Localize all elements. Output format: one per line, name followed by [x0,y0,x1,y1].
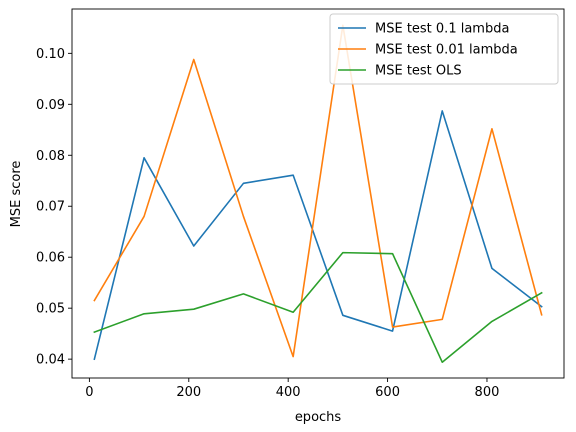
x-tick-label: 800 [475,385,500,400]
legend-label-2: MSE test 0.01 lambda [375,43,518,58]
x-axis-label: epochs [295,410,342,425]
legend-label-1: MSE test 0.1 lambda [375,22,509,37]
x-tick-label: 0 [85,385,93,400]
legend: MSE test 0.1 lambda MSE test 0.01 lambda M… [329,13,559,85]
y-tick-label: 0.08 [36,149,65,164]
y-tick-label: 0.10 [36,47,65,62]
x-tick-label: 600 [375,385,400,400]
y-tick-label: 0.09 [36,98,65,113]
series-line-3 [93,251,543,364]
series-line-1 [93,110,543,361]
x-tick-label: 200 [176,385,201,400]
legend-label-3: MSE test OLS [375,64,462,79]
x-tick-label: 400 [276,385,301,400]
axes-layer: 0 200 400 600 800 0.04 0.05 0.06 0.07 0.08 0.09 0.1… [36,8,565,400]
series-layer [93,24,543,364]
legend-box [329,13,559,85]
y-tick-label: 0.06 [36,251,65,266]
y-tick-label: 0.04 [36,353,65,368]
y-tick-label: 0.07 [36,200,65,215]
series-line-2 [93,24,543,358]
y-tick-label: 0.05 [36,302,65,317]
plot-frame [71,8,565,379]
y-axis-label: MSE score [9,161,24,228]
